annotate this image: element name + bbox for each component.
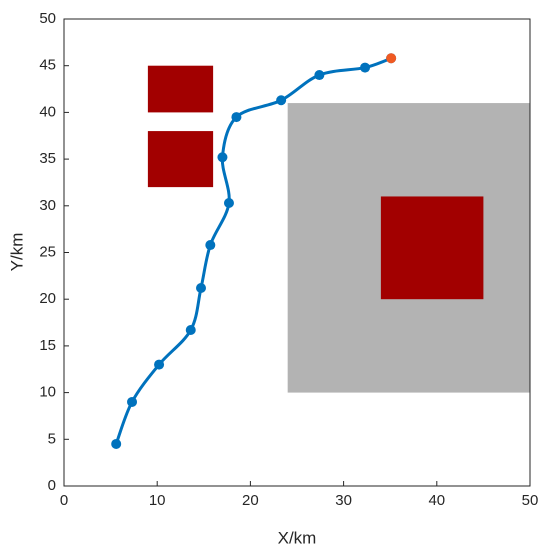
- waypoint: [154, 359, 165, 370]
- waypoint: [276, 95, 287, 106]
- y-tick-label: 40: [39, 103, 56, 120]
- y-tick-label: 15: [39, 337, 56, 354]
- waypoint: [205, 240, 216, 251]
- y-tick-label: 25: [39, 243, 56, 260]
- x-tick-label: 0: [60, 492, 68, 509]
- waypoint: [217, 152, 228, 163]
- waypoint: [127, 396, 138, 407]
- region: [147, 65, 214, 113]
- region: [147, 131, 214, 188]
- y-tick-label: 50: [39, 10, 56, 27]
- waypoint: [314, 70, 325, 81]
- waypoint: [223, 197, 234, 208]
- x-tick-label: 40: [428, 492, 445, 509]
- x-tick-label: 30: [335, 492, 352, 509]
- x-tick-label: 50: [522, 492, 539, 509]
- y-tick-label: 35: [39, 150, 56, 167]
- waypoint: [185, 325, 196, 336]
- region: [380, 196, 484, 300]
- x-tick-label: 10: [149, 492, 166, 509]
- waypoint: [196, 282, 207, 293]
- waypoint: [231, 112, 242, 123]
- y-tick-label: 0: [48, 477, 56, 494]
- x-tick-label: 20: [242, 492, 259, 509]
- y-tick-label: 45: [39, 57, 56, 74]
- x-axis-label: X/km: [278, 528, 317, 547]
- waypoint: [360, 62, 371, 73]
- waypoint: [111, 438, 122, 449]
- y-tick-label: 5: [48, 430, 56, 447]
- y-tick-label: 30: [39, 197, 56, 214]
- waypoint: [386, 53, 397, 64]
- y-tick-label: 10: [39, 384, 56, 401]
- y-tick-label: 20: [39, 290, 56, 307]
- y-axis-label: Y/km: [7, 233, 26, 272]
